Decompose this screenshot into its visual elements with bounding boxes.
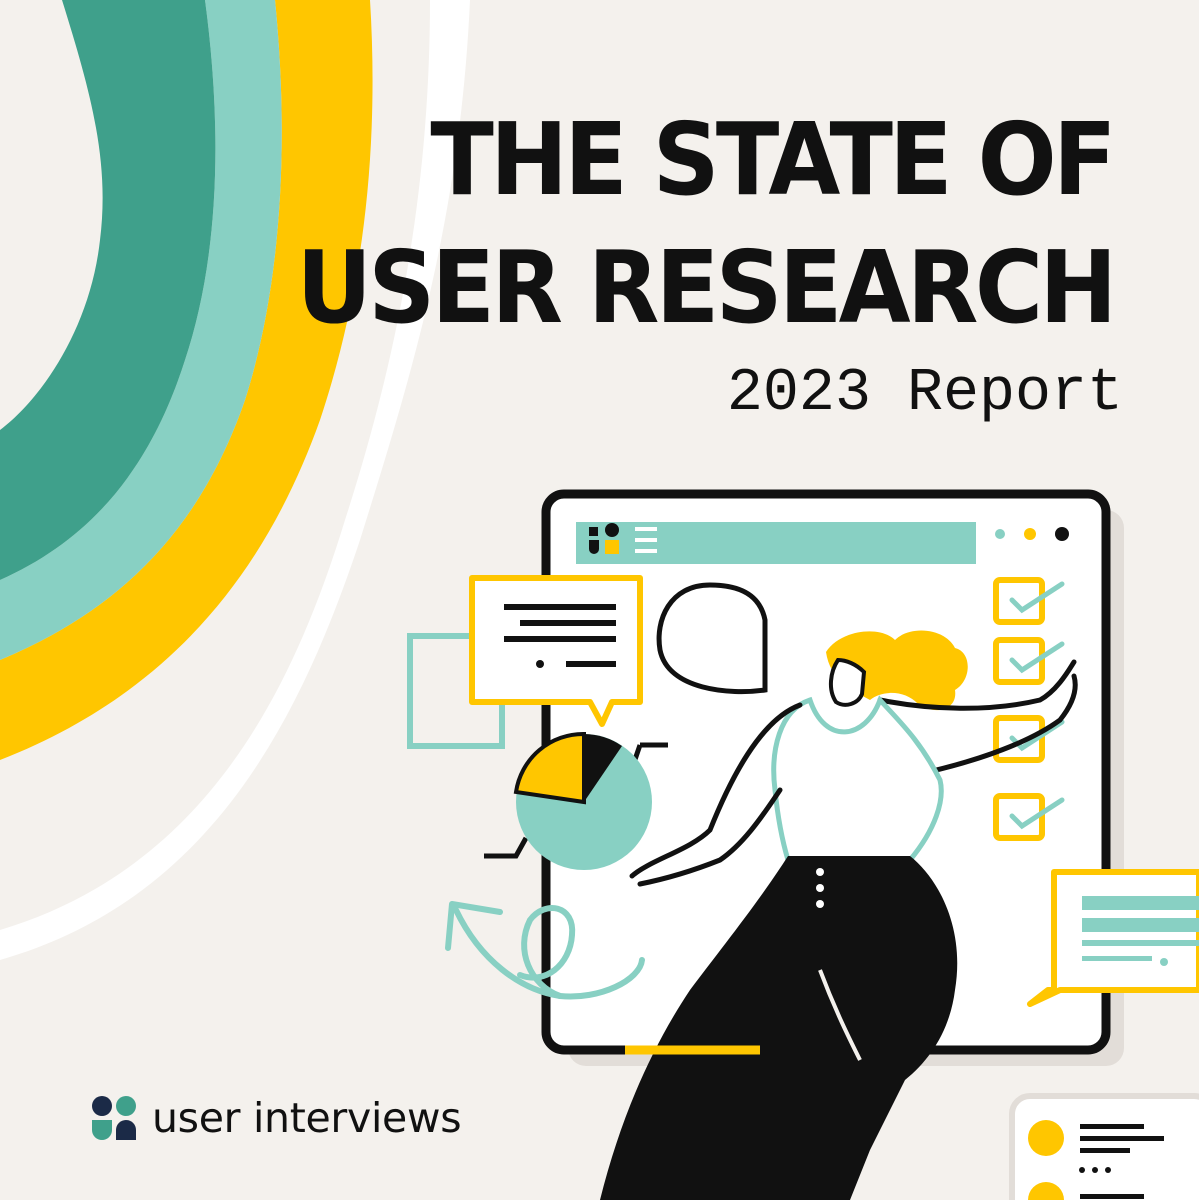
- title-line-1: THE STATE OF: [430, 101, 1117, 218]
- title-line-2: USER RESEARCH: [296, 229, 1117, 346]
- brand-lockup[interactable]: user interviews: [90, 1094, 462, 1142]
- checkbox-icon: [993, 577, 1065, 841]
- woman-illustration: [600, 630, 1078, 1200]
- brand-name: user interviews: [152, 1094, 462, 1142]
- user-interviews-logo-icon: [92, 1096, 136, 1140]
- report-subtitle: 2023 Report: [726, 360, 1123, 428]
- pie-chart-icon: [484, 731, 668, 870]
- list-card-icon: [1009, 1093, 1199, 1200]
- cycle-arrow-icon: [445, 901, 645, 1000]
- message-card-icon: [1027, 869, 1199, 1007]
- rainbow-arcs: [0, 0, 470, 960]
- chat-card-icon: [407, 575, 643, 749]
